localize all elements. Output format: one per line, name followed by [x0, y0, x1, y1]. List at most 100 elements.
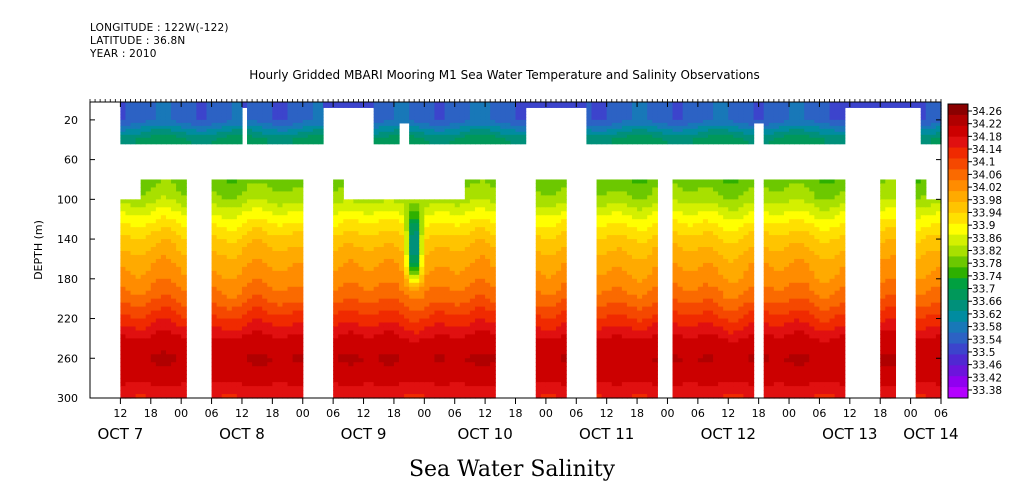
heat-cell [469, 302, 476, 308]
heat-cell [444, 326, 451, 332]
heat-cell [632, 235, 638, 240]
heat-cell [692, 334, 699, 340]
heat-cell [647, 306, 653, 312]
heat-cell [718, 211, 724, 216]
heat-cell [348, 374, 355, 379]
heat-cell [485, 187, 491, 192]
heat-cell [556, 350, 562, 355]
heat-cell [252, 274, 258, 280]
heat-cell [241, 370, 248, 375]
heat-cell [282, 187, 289, 192]
heat-cell [556, 326, 562, 332]
heat-cell [277, 354, 284, 359]
heat-cell [287, 207, 294, 212]
heat-cell [677, 334, 684, 340]
heat-cell [211, 342, 218, 347]
heat-cell [596, 278, 603, 284]
heat-cell [419, 282, 425, 288]
heat-cell [353, 262, 360, 268]
heat-cell [287, 235, 294, 240]
heat-cell [236, 302, 243, 308]
heat-cell [485, 247, 491, 252]
heat-cell [469, 207, 476, 212]
heat-cell [449, 370, 456, 375]
heat-cell [561, 394, 567, 399]
heat-cell [120, 354, 127, 359]
heat-cell [490, 223, 496, 228]
heat-cell [247, 326, 253, 332]
heat-cell [252, 266, 258, 272]
heat-cell [682, 330, 689, 336]
heat-cell [616, 247, 623, 252]
heat-cell [718, 306, 724, 312]
heat-cell [262, 223, 268, 228]
heat-cell [611, 374, 618, 379]
heat-cell [343, 270, 349, 276]
heat-cell [292, 262, 299, 268]
heat-cell [672, 270, 679, 276]
heat-cell [707, 235, 714, 240]
heat-cell [368, 215, 375, 220]
heat-cell [231, 382, 238, 387]
heat-cell [429, 270, 436, 276]
heat-cell [469, 334, 476, 340]
heat-cell [626, 378, 633, 383]
heat-cell [282, 282, 289, 288]
heat-cell [677, 223, 684, 228]
heat-cell [444, 294, 451, 300]
heat-cell [632, 374, 638, 379]
heat-cell [424, 382, 430, 387]
heat-cell [642, 207, 648, 212]
heat-cell [444, 211, 451, 216]
heat-cell [241, 250, 248, 256]
heat-cell [241, 346, 248, 351]
heat-cell [267, 219, 273, 224]
heat-cell [221, 342, 228, 347]
heat-cell [348, 286, 355, 292]
heat-cell [697, 294, 704, 300]
heat-cell [373, 239, 380, 244]
heat-cell [429, 314, 436, 320]
heat-cell [439, 298, 446, 304]
heat-cell [692, 243, 699, 248]
heat-cell [540, 254, 547, 260]
heat-cell [647, 235, 653, 240]
heat-cell [363, 215, 370, 220]
heat-cell [672, 354, 679, 359]
heat-cell [469, 330, 476, 336]
heat-cell [480, 195, 486, 200]
heat-cell [393, 354, 400, 359]
heat-cell [621, 370, 628, 375]
heat-cell [596, 354, 603, 359]
heat-cell [343, 247, 349, 252]
heat-cell [277, 394, 284, 399]
heat-cell [652, 382, 658, 387]
heat-cell [677, 250, 684, 256]
heat-cell [682, 278, 689, 284]
heat-cell [707, 270, 714, 276]
heat-cell [535, 390, 542, 395]
heat-cell [718, 223, 724, 228]
heat-cell [414, 386, 420, 391]
heat-cell [160, 207, 167, 212]
heat-cell [459, 330, 466, 336]
heat-cell [171, 350, 177, 355]
heat-cell [393, 394, 400, 399]
heat-cell [414, 199, 420, 204]
heat-cell [150, 382, 157, 387]
heat-cell [550, 215, 557, 220]
heat-cell [353, 386, 360, 391]
heat-cell [338, 326, 344, 332]
heat-cell [338, 362, 344, 367]
heat-cell [449, 207, 456, 212]
heat-cell [545, 350, 552, 355]
heat-cell [429, 219, 436, 224]
heat-cell [236, 354, 243, 359]
heat-cell [474, 318, 481, 324]
heat-cell [647, 326, 653, 332]
heat-cell [637, 278, 643, 284]
heat-cell [338, 322, 344, 328]
heat-cell [444, 338, 451, 343]
heat-cell [282, 219, 289, 224]
heat-cell [282, 286, 289, 292]
